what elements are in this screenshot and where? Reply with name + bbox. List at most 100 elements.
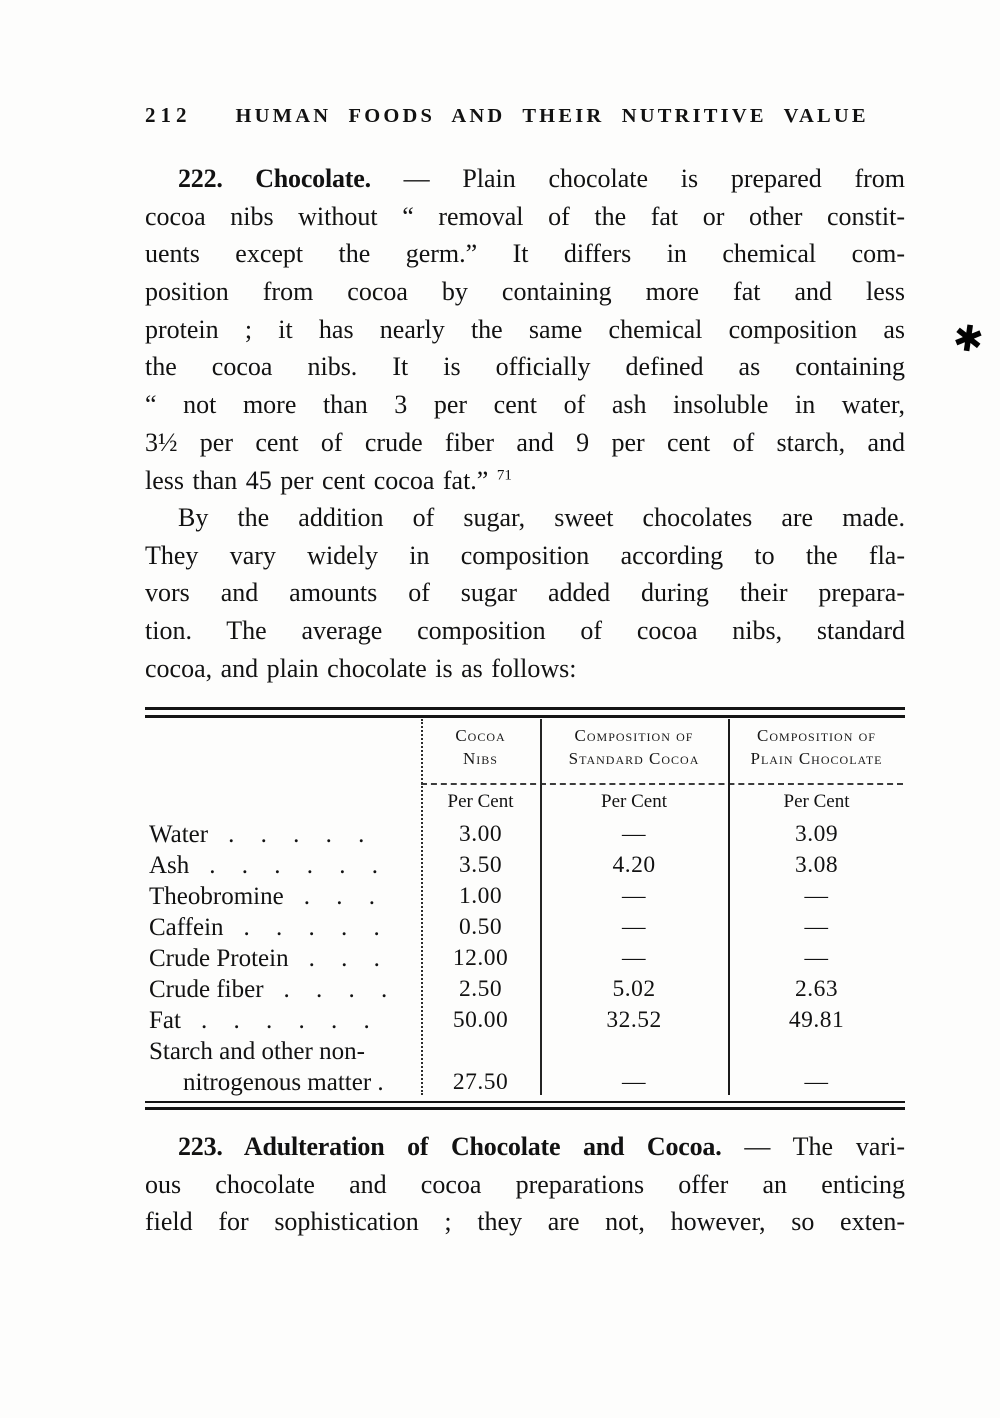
table-cell-value: — [622, 914, 646, 940]
body-text: vors and amounts of sugar added during t… [145, 578, 905, 608]
text-line: less than 45 per cent cocoa fat.” 71 [145, 462, 905, 500]
table-body: Water . . . . . 3.00 — 3.09 Ash . . . . . . 3.5… [145, 819, 905, 1098]
table-cell-value: 32.52 [606, 1007, 662, 1033]
table-row: Starch and other non-nitrogenous matter … [145, 1036, 905, 1098]
text-line: cocoa nibs without “ removal of the fat … [145, 198, 905, 236]
table-column-rule-3 [728, 719, 730, 1095]
row-label-text: Fat [149, 1007, 181, 1034]
row-label-text: Water [149, 821, 209, 848]
table-cell-value: 3.09 [794, 821, 839, 847]
table-cell-value: 4.20 [612, 852, 656, 878]
table-cell-value: 1.00 [458, 883, 503, 909]
table-cell-value: 49.81 [788, 1007, 845, 1033]
row-label: Caffein . . . . . [145, 912, 421, 943]
body-text: tion. The average composition of cocoa n… [145, 616, 905, 646]
table-column-rule-2 [540, 719, 542, 1095]
row-label-text: Ash [149, 852, 190, 879]
text-line: ous chocolate and cocoa preparations off… [145, 1166, 905, 1204]
body-text: — Plain chocolate is prepared from [370, 164, 905, 193]
table-cell-value: — [804, 1069, 829, 1095]
body-text: “ not more than 3 per cent of ash insolu… [145, 390, 905, 420]
body-text: cocoa, and plain chocolate is as follows… [145, 653, 577, 683]
text-line: “ not more than 3 per cent of ash insolu… [145, 386, 905, 424]
row-label-line: Starch and other non- [149, 1038, 365, 1065]
table-cell-value: — [804, 883, 829, 909]
column-header-line: Composition of [574, 726, 694, 745]
table-bottom-rule-inner [145, 1101, 905, 1103]
column-header: Composition of Standard Cocoa [540, 724, 728, 770]
table-row: Fat . . . . . . 50.00 32.52 49.81 [145, 1005, 905, 1036]
text-line: field for sophistication ; they are not,… [145, 1203, 905, 1241]
row-label: Water . . . . . [145, 819, 421, 850]
table-cell-value: — [804, 945, 829, 971]
leader-dots: . . . [303, 883, 376, 910]
paragraph-223: 223. Adulteration of Chocolate and Cocoa… [145, 1128, 905, 1241]
running-head: 212 HUMAN FOODS AND THEIR NUTRITIVE VALU… [145, 103, 905, 128]
table-cell-value: 0.50 [458, 914, 503, 940]
table-column-rule-1 [421, 719, 423, 1095]
unit-label: Per Cent [447, 791, 514, 812]
section-heading-text: 223. Adulteration of Chocolate and Cocoa… [178, 1132, 722, 1161]
table-cell-value: — [622, 821, 646, 847]
row-label-text: Caffein [149, 914, 224, 941]
ink-blot-icon: ✱ [950, 317, 986, 362]
row-label: Fat . . . . . . [145, 1005, 421, 1036]
body-text: less than 45 per cent cocoa fat.” [145, 465, 497, 495]
column-header: Composition of Plain Chocolate [728, 724, 905, 770]
table-cell-value: 27.50 [452, 1069, 509, 1095]
row-label: Starch and other non-nitrogenous matter … [145, 1036, 421, 1098]
body-text: — The vari- [721, 1132, 905, 1161]
table-header-divider [421, 783, 903, 785]
unit-label: Per Cent [783, 791, 850, 812]
table-cell-value: — [622, 945, 646, 971]
leader-dots: . . . . . . [200, 1007, 371, 1034]
text-line: 223. Adulteration of Chocolate and Cocoa… [145, 1128, 905, 1166]
paragraph-sweet-chocolates: By the addition of sugar, sweet chocolat… [145, 499, 905, 687]
row-label-text: Crude Protein [149, 945, 289, 972]
text-line: 3½ per cent of crude fiber and 9 per cen… [145, 424, 905, 462]
table-cell-value: 12.00 [452, 945, 509, 971]
composition-table: Cocoa Nibs Composition of Standard Cocoa Com… [145, 707, 905, 1111]
table-cell-value: 2.50 [458, 976, 503, 1002]
table-cell-value: — [622, 1069, 646, 1095]
row-label: Crude fiber . . . . [145, 974, 421, 1005]
leader-dots: . . . . . [228, 821, 366, 848]
row-label-text: Theobromine [149, 883, 284, 910]
table-cell-value: — [622, 883, 646, 909]
text-line: the cocoa nibs. It is officially defined… [145, 348, 905, 386]
footnote-reference: 71 [496, 466, 512, 483]
table-cell-value: 3.00 [458, 821, 503, 847]
text-line: position from cocoa by containing more f… [145, 273, 905, 311]
text-line: They vary widely in composition accordin… [145, 537, 905, 575]
row-label-text: Crude fiber [149, 976, 264, 1003]
leader-dots: . . . . [283, 976, 389, 1003]
table-row: Crude Protein . . . 12.00 — — [145, 943, 905, 974]
table-header: Cocoa Nibs Composition of Standard Cocoa Com… [421, 724, 905, 770]
text-line: protein ; it has nearly the same chemica… [145, 311, 905, 349]
column-header-line: Cocoa [455, 726, 506, 745]
body-text: By the addition of sugar, sweet chocolat… [178, 503, 905, 532]
running-title: HUMAN FOODS AND THEIR NUTRITIVE VALUE [235, 105, 869, 127]
table-row: Ash . . . . . . 3.50 4.20 3.08 [145, 850, 905, 881]
table-top-rule-outer [145, 707, 905, 710]
table-cell-value: 3.08 [794, 852, 839, 878]
table-cell-value: 50.00 [452, 1007, 509, 1033]
row-label-line: nitrogenous matter . [183, 1069, 384, 1096]
body-text: 3½ per cent of crude fiber and 9 per cen… [145, 427, 905, 457]
table-row: Water . . . . . 3.00 — 3.09 [145, 819, 905, 850]
table-bottom-rule-outer [145, 1107, 905, 1110]
body-text: uents except the germ.” It differs in ch… [145, 239, 905, 269]
column-header-line: Plain Chocolate [750, 749, 883, 768]
table-unit-row: Per Cent Per Cent Per Cent [421, 791, 905, 813]
body-text: the cocoa nibs. It is officially defined… [145, 352, 905, 382]
unit-label: Per Cent [601, 791, 667, 812]
column-header: Cocoa Nibs [421, 724, 540, 770]
row-label: Crude Protein . . . [145, 943, 421, 974]
column-header-line: Nibs [463, 749, 498, 768]
body-text: They vary widely in composition accordin… [145, 540, 905, 570]
table-cell-value: 3.50 [458, 852, 503, 878]
section-heading-text: 222. Chocolate. [178, 164, 371, 193]
leader-dots: . . . . . [243, 914, 381, 941]
page-number: 212 [145, 103, 192, 127]
